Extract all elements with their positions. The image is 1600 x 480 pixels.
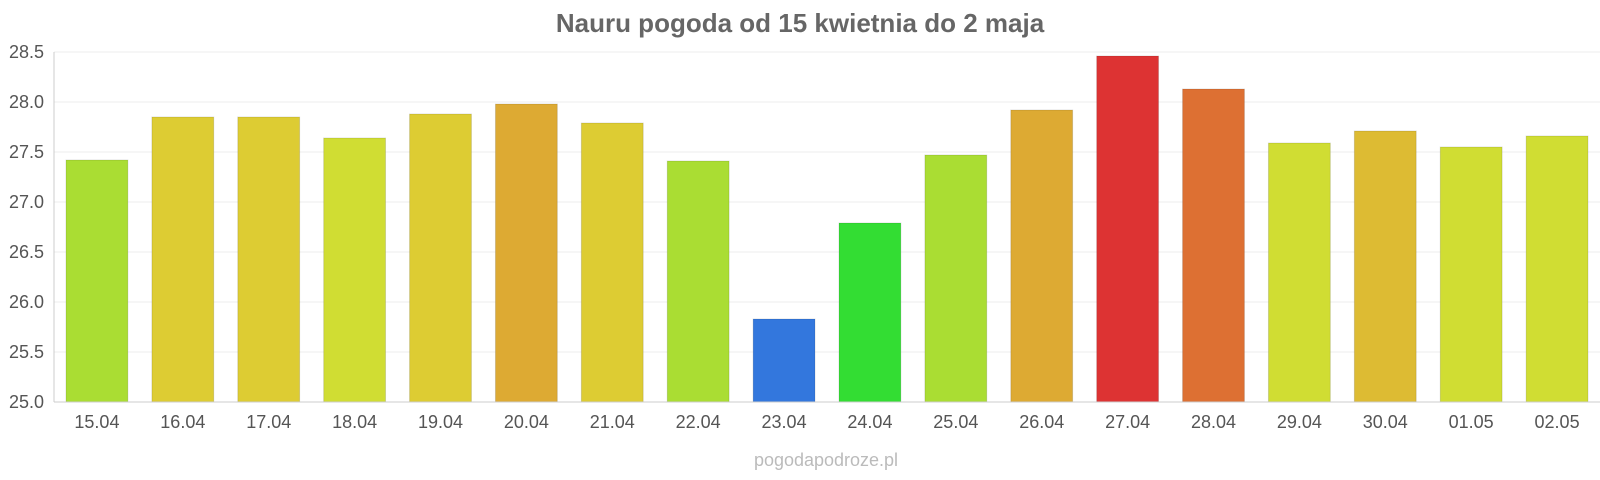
y-tick-label: 26.0: [9, 292, 44, 312]
bar-16.04: [151, 116, 215, 403]
bar-25.04: [924, 154, 988, 403]
bar-01.05: [1439, 146, 1503, 403]
x-tick-label: 16.04: [160, 412, 205, 432]
bar-02.05: [1525, 135, 1589, 403]
x-tick-label: 20.04: [504, 412, 549, 432]
y-tick-label: 26.5: [9, 242, 44, 262]
bar-26.04: [1010, 109, 1074, 403]
bar-24.04: [838, 222, 902, 403]
source-credit: pogodapodroze.pl: [754, 450, 898, 470]
bar-22.04: [666, 160, 730, 403]
x-tick-label: 01.05: [1449, 412, 1494, 432]
bar-20.04: [494, 103, 558, 403]
x-tick-label: 26.04: [1019, 412, 1064, 432]
bar-17.04: [237, 116, 301, 403]
y-tick-label: 28.5: [9, 42, 44, 62]
x-tick-label: 21.04: [590, 412, 635, 432]
bar-27.04: [1096, 55, 1160, 403]
x-axis: 15.04 16.04 17.04 18.04 19.04 20.04 21.04 22.04…: [54, 401, 1600, 432]
chart-title: Nauru pogoda od 15 kwietnia do 2 maja: [556, 8, 1045, 38]
gridlines: [54, 51, 1600, 403]
x-tick-label: 02.05: [1535, 412, 1580, 432]
x-tick-label: 30.04: [1363, 412, 1408, 432]
bar-28.04: [1182, 88, 1245, 403]
x-tick-label: 27.04: [1105, 412, 1150, 432]
y-tick-label: 27.0: [9, 192, 44, 212]
x-tick-label: 28.04: [1191, 412, 1236, 432]
bar-15.04: [65, 159, 129, 403]
bar-18.04: [323, 137, 387, 403]
bar-30.04: [1353, 130, 1417, 403]
y-tick-label: 25.5: [9, 342, 44, 362]
x-tick-label: 19.04: [418, 412, 463, 432]
y-axis: 25.0 25.5 26.0 26.5 27.0 27.5 28.0 28.5: [9, 42, 55, 412]
bar-21.04: [580, 122, 644, 403]
x-tick-label: 22.04: [676, 412, 721, 432]
x-tick-label: 23.04: [762, 412, 807, 432]
x-tick-label: 18.04: [332, 412, 377, 432]
y-tick-label: 27.5: [9, 142, 44, 162]
bar-19.04: [409, 113, 472, 403]
x-tick-label: 25.04: [933, 412, 978, 432]
x-tick-label: 29.04: [1277, 412, 1322, 432]
y-tick-label: 28.0: [9, 92, 44, 112]
x-tick-label: 24.04: [847, 412, 892, 432]
y-tick-label: 25.0: [9, 392, 44, 412]
bars: [65, 55, 1589, 403]
bar-23.04: [752, 318, 816, 403]
bar-29.04: [1267, 142, 1331, 403]
x-tick-label: 17.04: [246, 412, 291, 432]
x-tick-label: 15.04: [74, 412, 119, 432]
